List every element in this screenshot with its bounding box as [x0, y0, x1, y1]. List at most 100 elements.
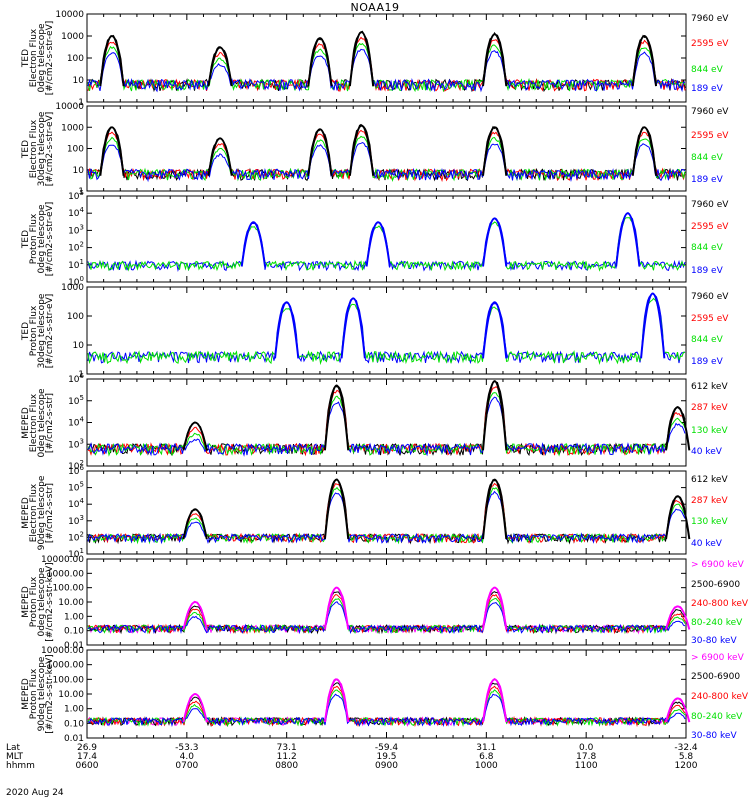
y-tick-label: 10000.00 — [41, 646, 84, 656]
panel-2: 10000 1000 100 10 1 — [55, 102, 687, 197]
peak-mark — [482, 126, 508, 176]
legend-entry: 844 eV — [691, 335, 723, 345]
x-tick-column: 0.0 17.8 1100 — [556, 744, 616, 771]
y-tick-label: 1.00 — [64, 612, 84, 622]
x-tick-hhmm: 0700 — [175, 761, 199, 771]
series-line — [87, 392, 686, 457]
peak-mark — [182, 421, 208, 451]
ylabel-line: [#/cm2-s-str] — [45, 392, 55, 453]
peak-mark — [482, 587, 508, 630]
y-tick-label: 100 — [67, 54, 84, 64]
y-tick-label: 0.10 — [64, 627, 84, 637]
series-line — [87, 482, 686, 545]
legend-entry: 80-240 keV — [691, 618, 743, 628]
legend-entry: 7960 eV — [691, 292, 729, 302]
y-tick-label: 103 — [68, 223, 84, 236]
legend-entry: 2500-6900 — [691, 580, 741, 590]
legend-entry: 130 keV — [691, 517, 728, 527]
x-tick-lat: 0.0 — [578, 743, 594, 753]
legend-entry: 7960 eV — [691, 200, 729, 210]
legend-entry: 2595 eV — [691, 39, 729, 49]
legend-entry: 189 eV — [691, 84, 723, 94]
legend-entry: 2595 eV — [691, 131, 729, 141]
series-line — [88, 685, 686, 728]
legend-entry: 844 eV — [691, 65, 723, 75]
peak-mark — [240, 221, 267, 267]
x-tick-mlt: 6.8 — [479, 752, 494, 762]
x-tick-lat: -59.4 — [374, 743, 399, 753]
legend-entry: 287 keV — [691, 403, 728, 413]
series-line — [87, 42, 686, 93]
y-tick-label: 10000 — [55, 102, 84, 112]
y-tick-label: 105 — [68, 481, 84, 494]
peak-mark — [482, 301, 508, 359]
peak-mark — [182, 508, 208, 540]
x-tick-hhmm: 1200 — [674, 761, 698, 771]
x-tick-hhmm: 1100 — [574, 761, 598, 771]
peak-mark — [482, 217, 508, 267]
legend-entry: 7960 eV — [691, 107, 729, 117]
y-tick-label: 105 — [68, 394, 84, 407]
x-tick-mlt: 17.4 — [76, 752, 98, 762]
x-tick-column: -59.4 19.5 0900 — [357, 744, 417, 771]
legend-entry: 130 keV — [691, 426, 728, 436]
x-tick-lat: 26.9 — [76, 743, 98, 753]
peak-mark — [665, 697, 691, 723]
legend-entry: 189 eV — [691, 357, 723, 367]
panel-1: 10000 1000 100 10 1 — [55, 10, 687, 108]
legend-entry: 612 keV — [691, 382, 728, 392]
y-tick-label: 100 — [67, 312, 84, 322]
ylabel-line: [#/cm2-s-str-eV] — [45, 293, 55, 368]
y-tick-label: 100 — [67, 145, 84, 155]
ylabel-line: [#/cm2-s-str-keV] — [45, 654, 55, 734]
y-tick-label: 1000 — [61, 123, 84, 133]
series-line — [87, 490, 686, 545]
legend-entry: 189 eV — [691, 175, 723, 185]
peak-mark — [207, 137, 233, 176]
peak-mark — [307, 37, 333, 87]
y-tick-label: 1 — [78, 370, 84, 380]
y-tick-label: 102 — [68, 530, 84, 543]
peak-mark — [631, 35, 658, 87]
panel-ylabel: TED Proton Flux 30deg telescope [#/cm2-s-st… — [21, 285, 55, 377]
legend-entry: 80-240 keV — [691, 712, 743, 722]
panel-ylabel: MEPED Electron Flux 90deg telescope [#/cm2-… — [21, 467, 55, 559]
peak-mark — [340, 297, 366, 359]
peak-mark — [323, 678, 350, 723]
y-tick-label: 106 — [68, 372, 84, 385]
x-tick-hhmm: 0900 — [375, 761, 398, 771]
panel-ylabel: TED Proton Flux 0deg telescope [#/cm2-s-str… — [21, 193, 55, 285]
series-line — [87, 593, 686, 635]
peak-mark — [274, 301, 300, 359]
panel-frame — [86, 286, 687, 375]
legend-entry: 30-80 keV — [691, 731, 737, 741]
x-row-label: MLT — [6, 752, 24, 762]
series-line — [87, 396, 686, 457]
legend-entry: 2595 eV — [691, 222, 729, 232]
x-tick-mlt: 5.8 — [678, 752, 694, 762]
panel-frame — [86, 105, 687, 192]
y-tick-label: 100.00 — [53, 675, 85, 685]
peak-mark — [323, 384, 350, 451]
peak-mark — [348, 31, 375, 87]
y-tick-label: 10000 — [55, 10, 84, 20]
legend-entry: 612 keV — [691, 475, 728, 485]
series-line — [87, 386, 686, 457]
panel-4: 1000 100 10 1 — [61, 283, 687, 380]
peak-mark — [640, 292, 666, 359]
panel-ylabel: MEPED Proton Flux 90deg telescope [#/cm2-s-… — [21, 648, 55, 740]
series-line — [87, 297, 686, 366]
series-line — [87, 478, 686, 545]
peak-mark — [665, 406, 691, 451]
y-tick-label: 1000 — [61, 283, 84, 293]
x-tick-hhmm: 1000 — [474, 761, 498, 771]
peak-mark — [482, 479, 508, 540]
peak-mark — [482, 678, 508, 723]
y-tick-label: 101 — [68, 258, 84, 271]
x-tick-lat: -32.4 — [674, 743, 698, 753]
x-tick-lat: 31.1 — [476, 743, 497, 753]
panel-ylabel: TED Electron Flux 30deg telescope [#/cm2-s-… — [21, 103, 55, 195]
x-tick-mlt: 17.8 — [576, 752, 597, 762]
